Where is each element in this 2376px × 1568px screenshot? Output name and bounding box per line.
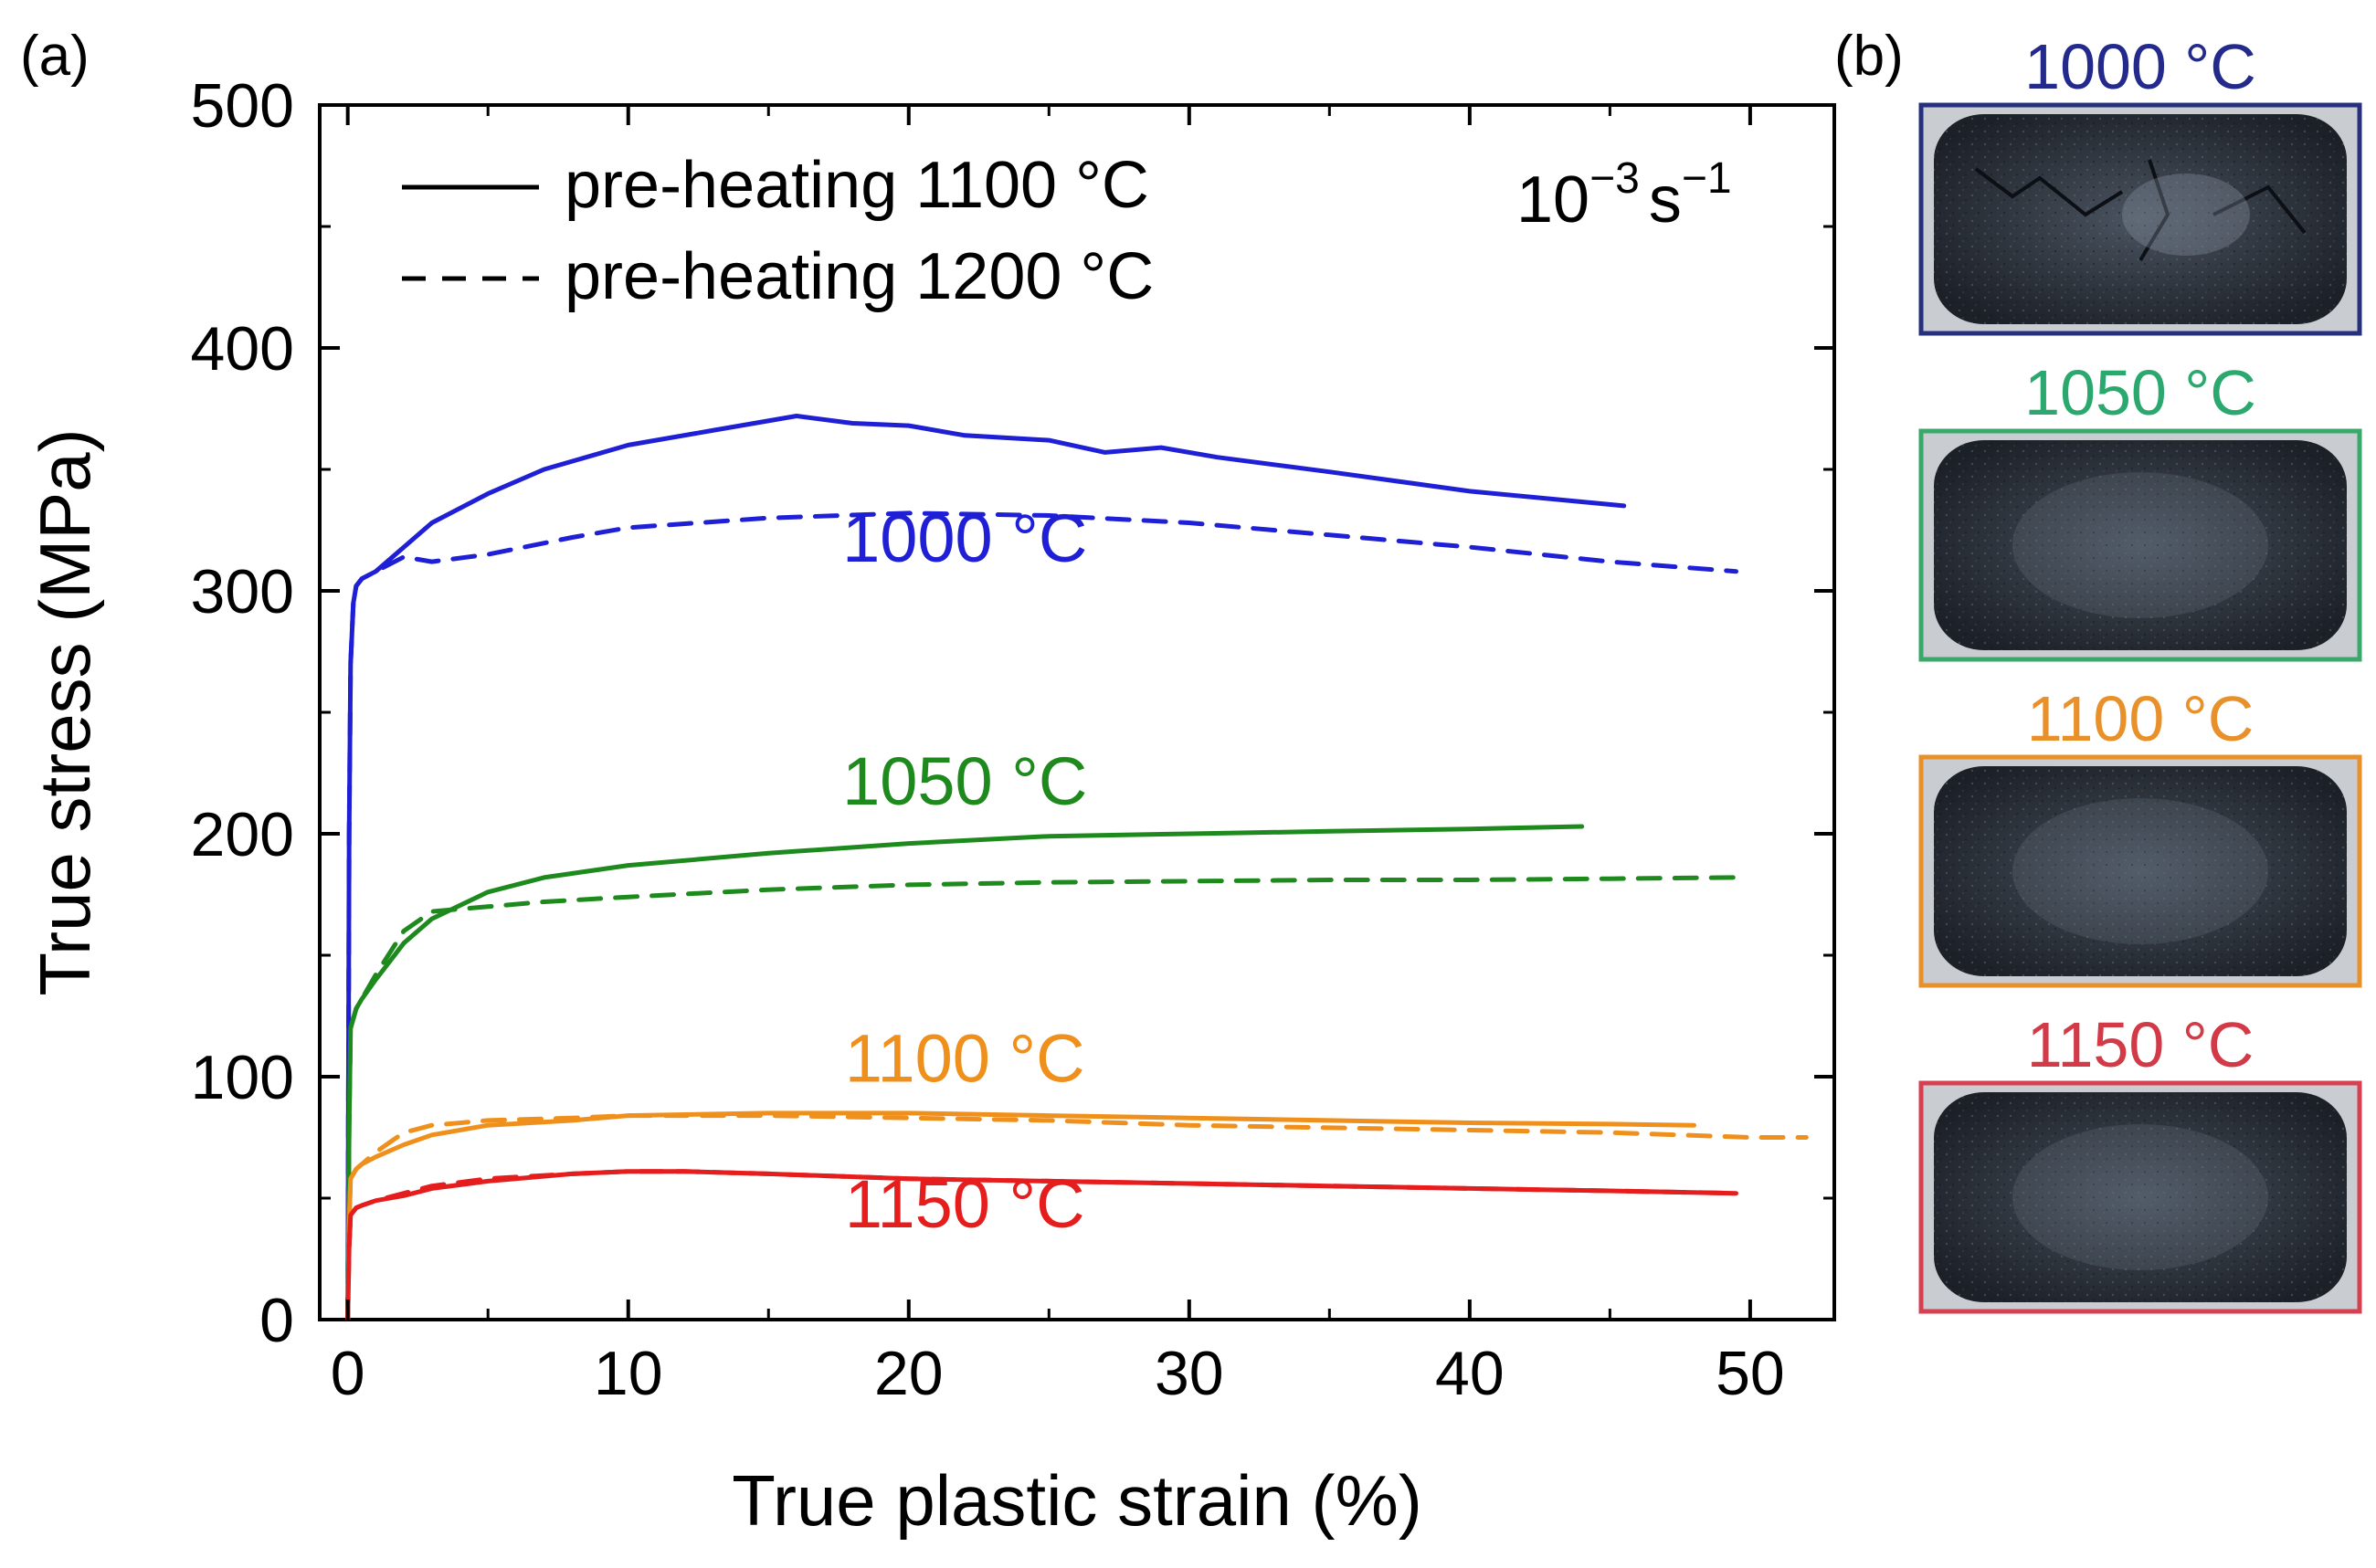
y-tick-label: 400 [191, 314, 294, 384]
sample-2: 1050 °C [1918, 357, 2362, 662]
y-tick-label: 0 [259, 1286, 294, 1355]
legend-entry-1: pre-heating 1100 °C [565, 149, 1149, 222]
strain-rate-unit: s [1649, 163, 1682, 237]
sample-1: 1000 °C [1918, 31, 2362, 336]
curve-label-4: 1150 °C [845, 1166, 1085, 1242]
series-line-2 [345, 510, 1738, 1320]
sample-highlight [2012, 472, 2268, 618]
curve-label-1: 1000 °C [842, 500, 1087, 576]
strain-rate-unit-exponent: −1 [1682, 154, 1732, 203]
legend: pre-heating 1100 °C pre-heating 1200 °C [402, 149, 1154, 313]
curve-label-3: 1100 °C [845, 1020, 1085, 1096]
sample-label: 1150 °C [2027, 1009, 2255, 1080]
y-tick-label: 100 [191, 1043, 294, 1112]
strain-rate-label: 10−3 s−1 [1516, 154, 1732, 237]
sample-4: 1150 °C [1918, 1009, 2362, 1314]
y-tick-label: 200 [191, 800, 294, 869]
sample-photos: 1000 °C 1050 °C 1100 °C 1150 °C [1918, 31, 2362, 1314]
sample-cracks [1974, 159, 2307, 262]
panel-a-label: (a) [20, 25, 90, 88]
sample-label: 1100 °C [2027, 683, 2255, 754]
x-tick-label: 40 [1435, 1339, 1505, 1408]
series-line-4 [345, 875, 1738, 1320]
sample-highlight [2122, 174, 2250, 256]
strain-rate-base: 10 [1516, 163, 1589, 237]
series-line-8 [345, 1169, 1738, 1320]
legend-entry-2: pre-heating 1200 °C [565, 240, 1154, 313]
panel-b-label: (b) [1834, 25, 1904, 88]
series-layer [345, 414, 1809, 1320]
sample-3: 1100 °C [1918, 683, 2362, 988]
x-tick-label: 10 [594, 1339, 663, 1408]
y-tick-label: 500 [191, 71, 294, 141]
curve-label-2: 1050 °C [842, 743, 1087, 819]
x-axis-label: True plastic strain (%) [732, 1460, 1422, 1541]
y-axis-label: True stress (MPa) [25, 428, 105, 995]
strain-rate-exponent: −3 [1589, 154, 1640, 203]
y-axis-ticks: 0 100 200 300 400 500 [191, 71, 1834, 1355]
sample-label: 1000 °C [2024, 31, 2256, 102]
y-tick-label: 300 [191, 557, 294, 626]
x-tick-label: 50 [1716, 1339, 1785, 1408]
x-axis-ticks: 0 10 20 30 40 50 [331, 105, 1785, 1408]
x-tick-label: 0 [331, 1339, 365, 1408]
curve-annotations: 1000 °C 1050 °C 1100 °C 1150 °C [842, 500, 1087, 1242]
x-tick-label: 20 [874, 1339, 944, 1408]
sample-highlight [2012, 1124, 2268, 1270]
series-line-6 [345, 1113, 1809, 1320]
sample-texture [1934, 766, 2347, 976]
sample-label: 1050 °C [2024, 357, 2256, 428]
sample-texture [1934, 440, 2347, 650]
sample-texture [1934, 114, 2347, 324]
sample-texture [1934, 1092, 2347, 1302]
x-tick-label: 30 [1155, 1339, 1224, 1408]
sample-highlight [2012, 798, 2268, 944]
